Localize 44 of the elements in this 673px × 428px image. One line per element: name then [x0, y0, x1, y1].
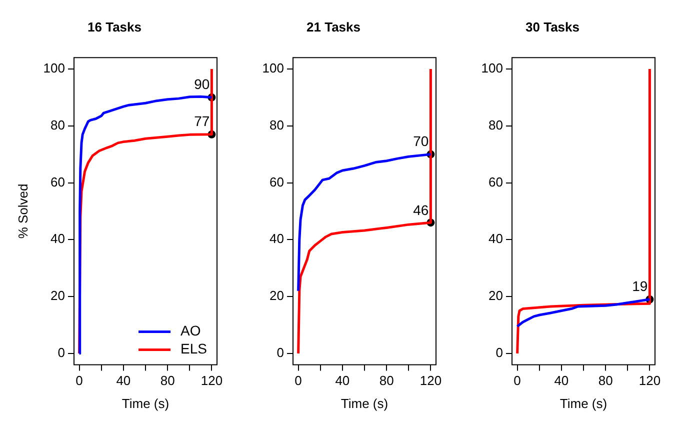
x-tick-label: 0: [514, 373, 521, 388]
y-tick-label: 0: [276, 345, 284, 360]
x-axis-title: Time (s): [122, 396, 170, 411]
x-tick-label: 120: [420, 373, 442, 388]
y-tick-label: 40: [270, 231, 284, 246]
legend-label: AO: [180, 322, 201, 339]
chart-title: 21 Tasks: [306, 19, 360, 34]
y-tick-label: 100: [262, 60, 284, 76]
chart-title: 16 Tasks: [88, 19, 142, 34]
y-tick-label: 80: [50, 117, 65, 132]
data-label: 46: [413, 202, 429, 218]
data-label: 19: [632, 278, 648, 294]
x-tick-label: 0: [76, 373, 83, 388]
x-axis-title: Time (s): [560, 396, 608, 411]
y-tick-label: 80: [270, 117, 284, 132]
x-tick-label: 120: [638, 373, 661, 388]
y-tick-label: 20: [270, 288, 284, 304]
x-tick-label: 80: [160, 373, 175, 388]
y-axis-title: % Solved: [15, 184, 30, 239]
y-tick-label: 0: [496, 345, 503, 360]
y-tick-label: 20: [50, 288, 65, 304]
y-tick-label: 100: [43, 60, 65, 76]
y-tick-label: 0: [58, 345, 65, 360]
y-tick-label: 100: [481, 60, 503, 76]
legend-label: ELS: [180, 340, 208, 357]
y-tick-label: 60: [50, 174, 65, 190]
x-tick-label: 120: [200, 373, 223, 388]
x-tick-label: 80: [598, 373, 613, 388]
y-tick-label: 60: [270, 174, 284, 190]
x-axis-title: Time (s): [340, 396, 388, 411]
x-tick-label: 40: [554, 373, 569, 388]
y-tick-label: 40: [488, 231, 503, 246]
data-label: 77: [194, 113, 210, 130]
data-label: 90: [194, 76, 210, 92]
y-tick-label: 20: [488, 288, 503, 304]
chart-title: 30 Tasks: [526, 19, 580, 34]
data-label: 70: [413, 133, 429, 150]
y-tick-label: 40: [50, 231, 65, 246]
x-tick-label: 80: [379, 373, 394, 388]
x-tick-label: 0: [294, 373, 302, 388]
y-tick-label: 60: [488, 174, 503, 190]
x-tick-label: 40: [116, 373, 131, 388]
y-tick-label: 80: [488, 117, 503, 132]
x-tick-label: 40: [335, 373, 350, 388]
